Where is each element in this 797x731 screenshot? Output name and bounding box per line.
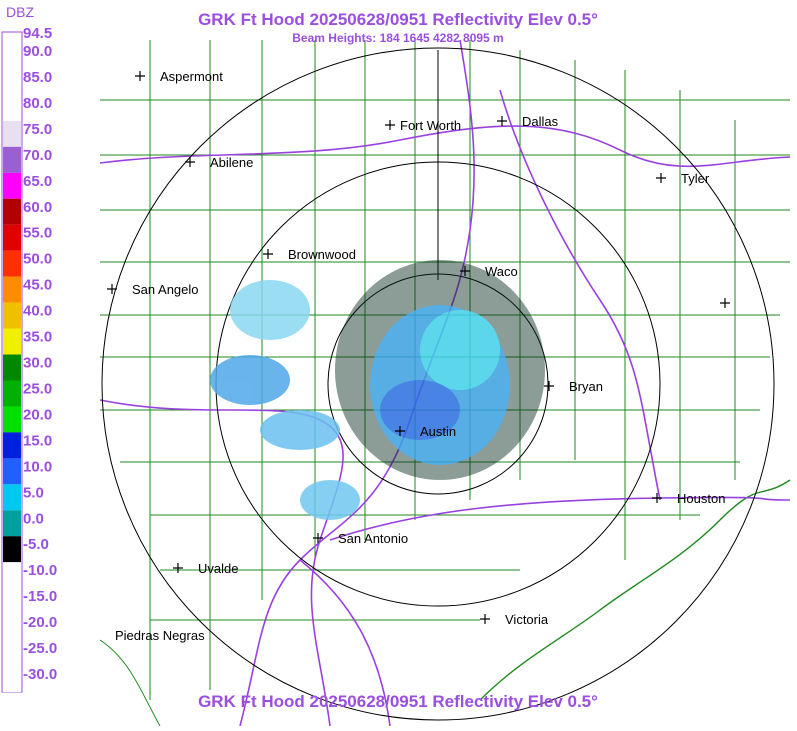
scale-swatch — [3, 484, 21, 511]
place-marker — [107, 284, 117, 294]
place-marker — [263, 249, 273, 259]
scale-label: -25.0 — [23, 640, 57, 657]
place-label: Piedras Negras — [115, 628, 205, 643]
scale-label: 15.0 — [23, 432, 52, 449]
scale-swatch — [3, 146, 21, 173]
place-label: Austin — [420, 424, 456, 439]
scale-swatch — [3, 562, 21, 589]
place-marker — [185, 157, 195, 167]
scale-label: -15.0 — [23, 588, 57, 605]
scale-label: 90.0 — [23, 43, 52, 60]
scale-label: 30.0 — [23, 355, 52, 372]
scale-label: 40.0 — [23, 303, 52, 320]
subtitle: Beam Heights: 184 1645 4282 8095 m — [292, 31, 503, 45]
place-marker — [656, 173, 666, 183]
place-marker — [135, 71, 145, 81]
place-marker — [720, 298, 730, 308]
place-label: San Angelo — [132, 282, 199, 297]
footer-title: GRK Ft Hood 20250628/0951 Reflectivity E… — [198, 692, 598, 711]
place-marker — [544, 381, 554, 391]
scale-label: 50.0 — [23, 251, 52, 268]
scale-swatch — [3, 328, 21, 355]
scale-swatch — [3, 172, 21, 199]
place-marker — [652, 493, 662, 503]
scale-label: -5.0 — [23, 536, 49, 553]
place-marker — [460, 266, 470, 276]
place-label: Aspermont — [160, 69, 223, 84]
scale-swatch — [3, 458, 21, 485]
place-label: Fort Worth — [400, 118, 461, 133]
place-marker — [497, 116, 507, 126]
scale-swatch — [3, 666, 21, 693]
scale-swatch — [3, 588, 21, 615]
place-label: Victoria — [505, 612, 549, 627]
scale-label: 45.0 — [23, 277, 52, 294]
place-label: Brownwood — [288, 247, 356, 262]
title: GRK Ft Hood 20250628/0951 Reflectivity E… — [198, 10, 598, 29]
scale-label: -20.0 — [23, 614, 57, 631]
scale-swatch — [3, 224, 21, 251]
scale-swatch — [3, 120, 21, 147]
scale-swatch — [3, 276, 21, 303]
scale-swatch — [3, 94, 21, 121]
place-label: Dallas — [522, 114, 559, 129]
highways — [99, 39, 791, 727]
scale-swatch — [3, 198, 21, 225]
scale-swatch — [3, 302, 21, 329]
scale-swatch — [3, 43, 21, 69]
scale-label: -10.0 — [23, 562, 57, 579]
place-label: Uvalde — [198, 561, 238, 576]
scale-label: 35.0 — [23, 329, 52, 346]
scale-swatch — [3, 536, 21, 563]
place-label: Bryan — [569, 379, 603, 394]
place-label: Abilene — [210, 155, 253, 170]
scale-label: 80.0 — [23, 95, 52, 112]
place-marker — [385, 120, 395, 130]
scale-label: 65.0 — [23, 173, 52, 190]
scale-label: 5.0 — [23, 484, 44, 501]
scale-label: 10.0 — [23, 458, 52, 475]
scale-swatch — [3, 380, 21, 407]
scale-swatch — [3, 510, 21, 537]
scale-label: 75.0 — [23, 121, 52, 138]
scale-swatch — [3, 640, 21, 667]
scale-swatch — [3, 68, 21, 95]
scale-label: -30.0 — [23, 666, 57, 683]
scale-swatch — [3, 432, 21, 459]
place-label: Waco — [485, 264, 518, 279]
scale-label: 60.0 — [23, 199, 52, 216]
scale-swatch — [3, 406, 21, 433]
scale-unit: DBZ — [6, 4, 34, 20]
scale-label: 70.0 — [23, 147, 52, 164]
place-label: Houston — [677, 491, 725, 506]
echoes — [210, 260, 545, 520]
scale-swatch — [3, 354, 21, 381]
place-label: San Antonio — [338, 531, 408, 546]
place-marker — [395, 426, 405, 436]
scale-label: 85.0 — [23, 69, 52, 86]
place-label: Tyler — [681, 171, 710, 186]
place-marker — [173, 563, 183, 573]
place-marker — [480, 614, 490, 624]
scale-label: 20.0 — [23, 406, 52, 423]
scale-label: 0.0 — [23, 510, 44, 527]
place-marker — [313, 533, 323, 543]
scale-label: 94.5 — [23, 25, 52, 42]
scale-swatch — [3, 250, 21, 277]
scale-label: 55.0 — [23, 225, 52, 242]
scale-label: 25.0 — [23, 380, 52, 397]
scale-swatch — [3, 614, 21, 641]
